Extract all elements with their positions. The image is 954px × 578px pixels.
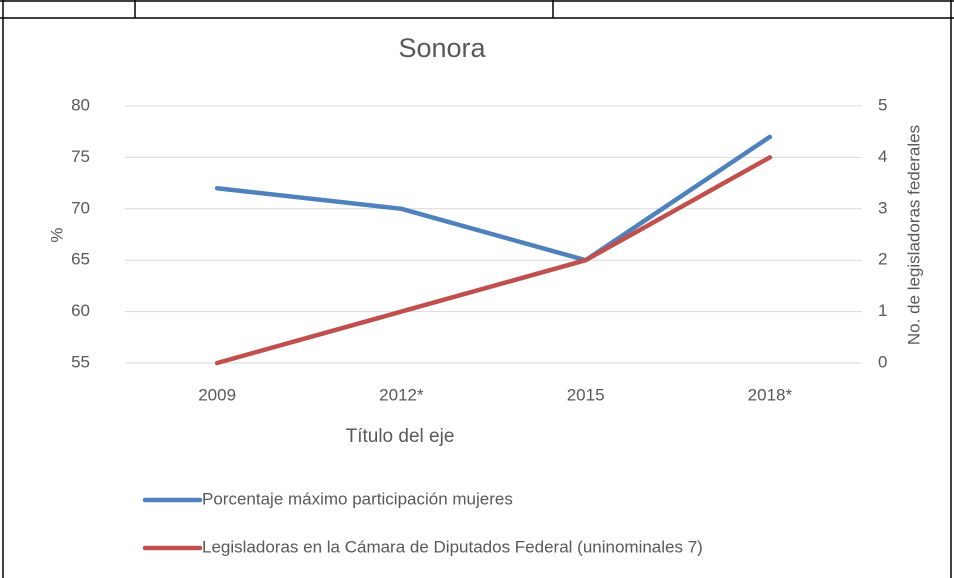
y2-tick-label: 4 <box>878 147 887 166</box>
x-axis-label: Título del eje <box>346 426 455 447</box>
y2-tick-label: 5 <box>878 95 887 114</box>
y-tick-label: 55 <box>71 352 90 371</box>
data-line <box>214 155 773 366</box>
data-line <box>214 134 773 263</box>
y2-axis-label: No. de legisladoras federales <box>904 125 923 345</box>
y2-tick-label: 0 <box>878 352 887 371</box>
x-tick-label: 2015 <box>567 385 605 404</box>
y-tick-label: 60 <box>71 301 90 320</box>
y2-tick-label: 3 <box>878 198 887 217</box>
x-tick-label: 2009 <box>198 385 236 404</box>
y2-tick-label: 2 <box>878 250 887 269</box>
y-tick-label: 70 <box>71 198 90 217</box>
y-tick-label: 65 <box>71 250 90 269</box>
y-tick-label: 75 <box>71 147 90 166</box>
y2-tick-label: 1 <box>878 301 887 320</box>
y-tick-label: 80 <box>71 95 90 114</box>
x-tick-label: 2018* <box>748 385 793 404</box>
x-tick-label: 2012* <box>379 385 424 404</box>
y-axis-label: % <box>47 227 66 242</box>
legend-label: Legisladoras en la Cámara de Diputados F… <box>202 537 703 556</box>
chart-title: Sonora <box>398 33 486 63</box>
legend-label: Porcentaje máximo participación mujeres <box>202 489 513 508</box>
